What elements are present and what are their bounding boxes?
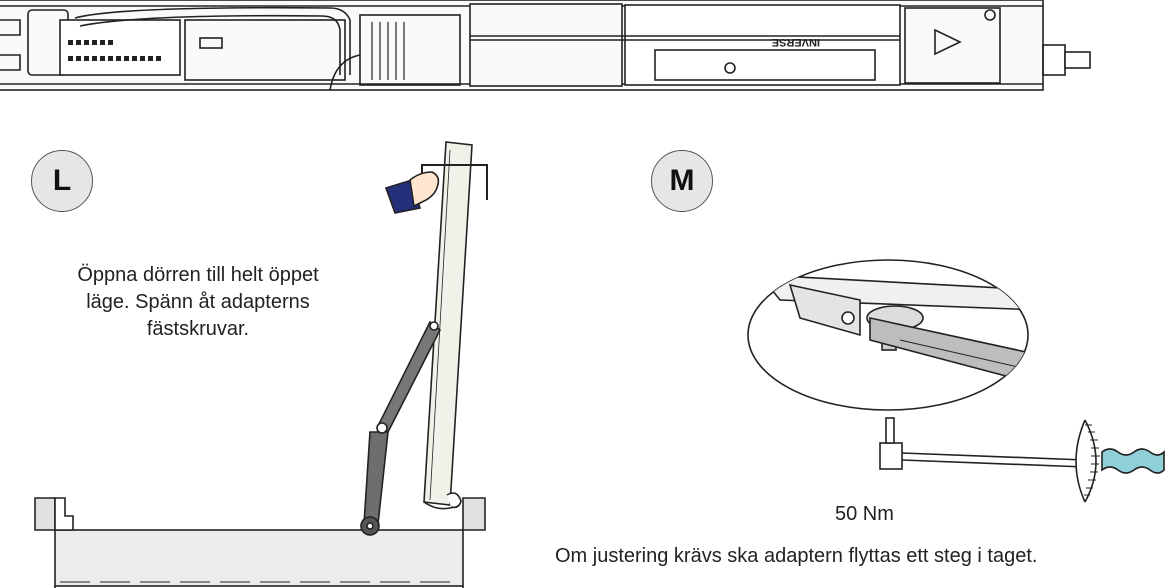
step-label-l: L [31,150,93,212]
wrench-grip [1101,448,1165,474]
arm-drive [904,7,1001,84]
hand-icon [409,171,440,208]
instruction-l: Öppna dörren till helt öppet läge. Spänn… [77,264,319,340]
gearbox [469,3,623,87]
cable [74,6,351,75]
wrench-in-detail [869,317,1028,387]
transformer [184,19,346,81]
wrench-head [879,442,903,470]
motor-section [359,14,461,86]
unit-marking: INVERSE [772,36,820,48]
drive-unit [624,4,901,86]
instruction-m: Om justering krävs ska adaptern flyttas … [555,545,1038,567]
end-cap [0,19,21,71]
door-open-drawing [34,141,488,588]
torque-value: 50 Nm [835,503,894,525]
header-profile [54,529,464,587]
torque-scale [1075,419,1086,503]
frame-jamb-right [462,497,486,531]
door-leaf [423,141,473,506]
control-board [59,19,181,76]
adapter-bracket [788,283,861,337]
terminal-block [68,40,161,61]
operator-unit-drawing: INVERSE [0,0,1091,91]
step-label-m: M [651,150,713,212]
